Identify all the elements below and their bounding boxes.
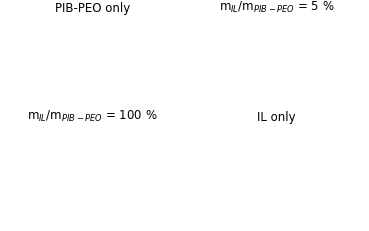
- Ellipse shape: [21, 180, 45, 195]
- Ellipse shape: [63, 144, 102, 163]
- Ellipse shape: [97, 169, 125, 186]
- Ellipse shape: [41, 153, 68, 174]
- Ellipse shape: [10, 90, 47, 121]
- Ellipse shape: [60, 169, 96, 186]
- Ellipse shape: [10, 56, 47, 87]
- Text: m$_{IL}$/m$_{PIB-PEO}$ = 5 %: m$_{IL}$/m$_{PIB-PEO}$ = 5 %: [219, 0, 335, 15]
- Text: PIB-PEO only: PIB-PEO only: [55, 2, 130, 15]
- Ellipse shape: [94, 56, 131, 87]
- Ellipse shape: [315, 19, 363, 57]
- Ellipse shape: [231, 53, 279, 91]
- Ellipse shape: [136, 56, 173, 87]
- Ellipse shape: [248, 194, 262, 199]
- Ellipse shape: [3, 157, 39, 174]
- Ellipse shape: [114, 199, 136, 217]
- Ellipse shape: [273, 19, 321, 57]
- Ellipse shape: [189, 86, 237, 125]
- Ellipse shape: [202, 185, 212, 189]
- Ellipse shape: [136, 90, 173, 121]
- Text: IL only: IL only: [258, 111, 296, 124]
- Ellipse shape: [77, 191, 105, 217]
- Ellipse shape: [117, 191, 139, 205]
- Ellipse shape: [189, 53, 237, 91]
- Ellipse shape: [265, 195, 273, 201]
- Ellipse shape: [132, 154, 168, 167]
- Ellipse shape: [94, 22, 131, 53]
- Ellipse shape: [152, 176, 182, 191]
- Ellipse shape: [99, 148, 135, 166]
- Ellipse shape: [189, 19, 237, 57]
- Ellipse shape: [79, 155, 110, 180]
- Ellipse shape: [136, 22, 173, 53]
- Ellipse shape: [273, 53, 321, 91]
- Ellipse shape: [147, 157, 170, 174]
- Ellipse shape: [124, 179, 159, 196]
- Ellipse shape: [52, 56, 89, 87]
- Ellipse shape: [11, 134, 44, 152]
- Ellipse shape: [92, 176, 125, 195]
- Ellipse shape: [208, 194, 223, 199]
- Ellipse shape: [306, 170, 322, 176]
- Ellipse shape: [315, 53, 363, 91]
- Ellipse shape: [10, 201, 39, 216]
- Ellipse shape: [30, 144, 59, 167]
- Ellipse shape: [57, 174, 85, 193]
- Ellipse shape: [231, 19, 279, 57]
- Ellipse shape: [152, 140, 172, 160]
- Ellipse shape: [273, 86, 321, 125]
- Ellipse shape: [41, 198, 75, 215]
- Ellipse shape: [10, 22, 47, 53]
- Ellipse shape: [231, 86, 279, 125]
- Ellipse shape: [86, 131, 114, 159]
- Ellipse shape: [115, 159, 141, 182]
- Ellipse shape: [52, 22, 89, 53]
- Ellipse shape: [315, 86, 363, 125]
- Ellipse shape: [46, 129, 76, 151]
- Ellipse shape: [52, 90, 89, 121]
- Ellipse shape: [125, 134, 152, 152]
- Ellipse shape: [18, 167, 57, 184]
- Ellipse shape: [209, 172, 219, 176]
- Text: m$_{IL}$/m$_{PIB-PEO}$ = 100 %: m$_{IL}$/m$_{PIB-PEO}$ = 100 %: [27, 109, 158, 124]
- Ellipse shape: [35, 186, 63, 210]
- Ellipse shape: [71, 183, 105, 209]
- Ellipse shape: [244, 204, 253, 211]
- Ellipse shape: [326, 212, 342, 216]
- Ellipse shape: [139, 194, 171, 218]
- Ellipse shape: [94, 90, 131, 121]
